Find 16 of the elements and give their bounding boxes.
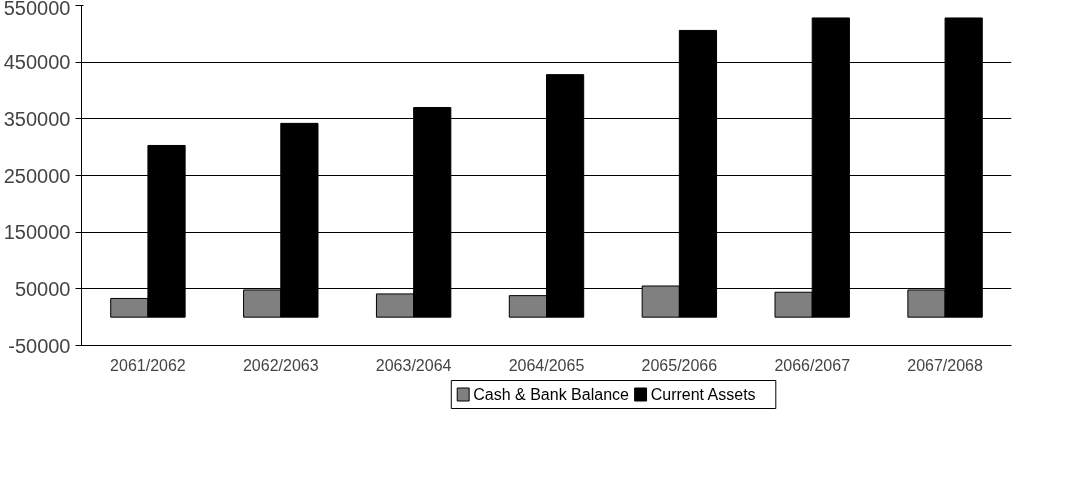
x-tick-label: 2065/2066 (641, 356, 718, 374)
x-tick-label: 2063/2064 (375, 356, 452, 374)
y-tick-label: 450000 (3, 51, 71, 74)
x-tick-label: 2064/2065 (508, 356, 585, 374)
y-tick-label: 550000 (3, 0, 71, 19)
y-tick-label: 350000 (3, 107, 71, 130)
y-tick-label: -50000 (8, 334, 71, 357)
y-tick-label: 250000 (3, 164, 71, 187)
legend-label: Cash & Bank Balance (473, 386, 630, 403)
x-tick-label: 2062/2063 (242, 356, 319, 374)
y-tick-label: 150000 (3, 221, 71, 244)
x-tick-label: 2067/2068 (907, 356, 983, 374)
x-tick-label: 2066/2067 (774, 356, 851, 374)
y-tick-label: 50000 (14, 277, 71, 300)
x-tick-label: 2061/2062 (110, 356, 186, 374)
legend-label: Current Assets (650, 386, 756, 403)
